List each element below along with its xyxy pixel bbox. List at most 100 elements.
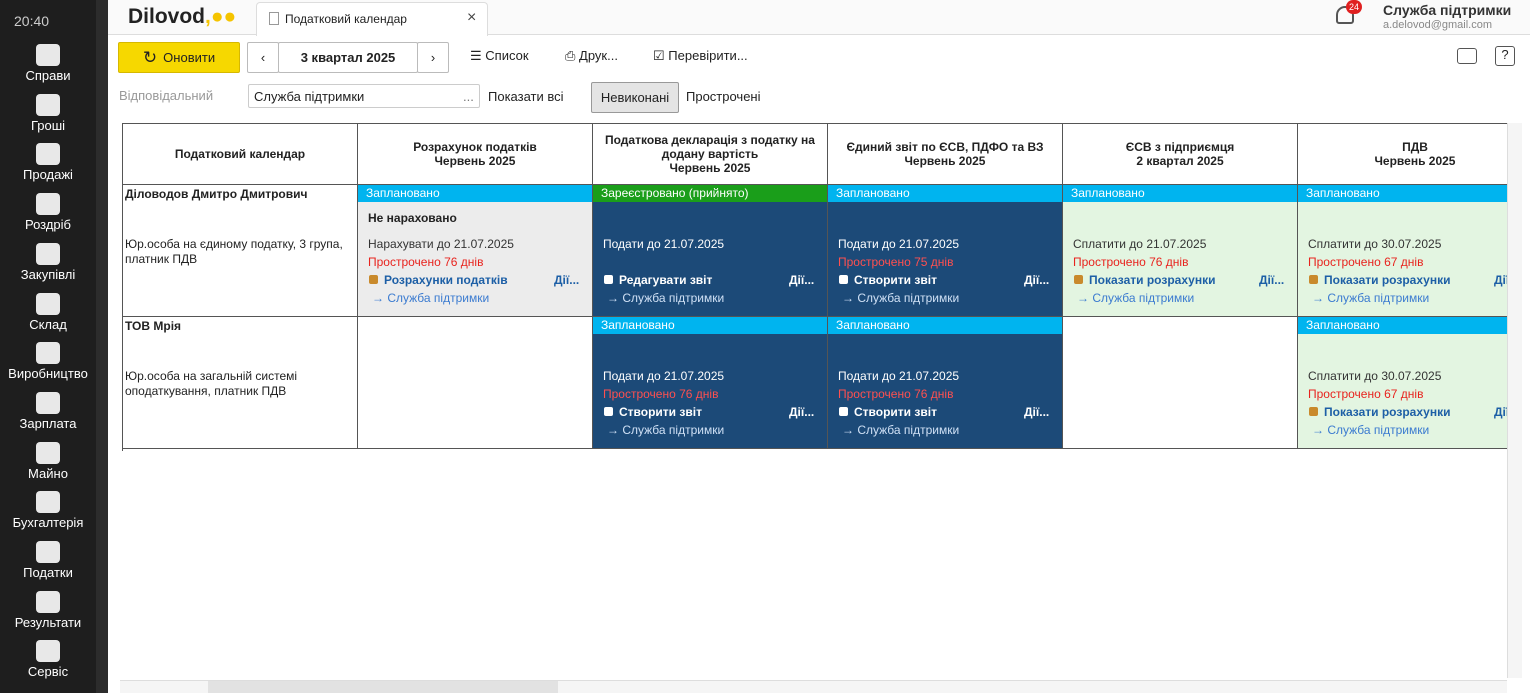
calendar-cell: Заплановано Подати до 21.07.2025 Простроче… bbox=[828, 185, 1063, 317]
status-bar: Заплановано bbox=[593, 317, 827, 334]
pending-button[interactable]: Невиконані bbox=[591, 82, 679, 113]
next-button[interactable]: › bbox=[417, 42, 449, 73]
corner-header: Податковий календар bbox=[123, 123, 358, 185]
calendar-cell: Заплановано Сплатити до 30.07.2025 Простро… bbox=[1298, 185, 1507, 317]
more-link[interactable]: Дії... bbox=[789, 273, 815, 287]
action-link[interactable]: Створити звіт bbox=[854, 405, 937, 419]
status-bar: Заплановано bbox=[828, 317, 1062, 334]
due-date: Сплатити до 30.07.2025 bbox=[1308, 369, 1442, 383]
calendar-cell: Заплановано Сплатити до 21.07.2025 Простро… bbox=[1063, 185, 1298, 317]
column-period: Червень 2025 bbox=[904, 154, 986, 168]
tab-title: Податковий календар bbox=[285, 12, 407, 26]
nav-icon bbox=[36, 342, 60, 365]
taxpayer-description: Юр.особа на єдиному податку, 3 група, пл… bbox=[125, 237, 343, 266]
nav-icon bbox=[36, 441, 60, 464]
logo[interactable]: Dilovod,●● bbox=[128, 5, 237, 28]
show-all-button[interactable]: Показати всі bbox=[488, 89, 564, 104]
due-date: Нарахувати до 21.07.2025 bbox=[368, 237, 514, 251]
more-link[interactable]: Дії... bbox=[1494, 273, 1507, 287]
action-link[interactable]: Показати розрахунки bbox=[1089, 273, 1216, 287]
action-link[interactable]: Створити звіт bbox=[619, 405, 702, 419]
nav-item[interactable]: Роздріб bbox=[0, 193, 96, 232]
overdue: Прострочено 76 днів bbox=[368, 255, 484, 269]
check-button[interactable]: ☑ Перевірити... bbox=[653, 48, 748, 63]
nav-item[interactable]: Склад bbox=[0, 292, 96, 332]
list-label: Список bbox=[485, 48, 529, 63]
nav-item[interactable]: Виробництво bbox=[0, 342, 96, 381]
v-scrollbar[interactable] bbox=[1507, 123, 1522, 678]
assignee[interactable]: → Служба підтримки bbox=[607, 423, 725, 437]
h-scrollbar[interactable] bbox=[120, 680, 1507, 693]
column-period: Червень 2025 bbox=[1374, 154, 1456, 168]
more-link[interactable]: Дії... bbox=[1259, 273, 1285, 287]
nav-icon bbox=[36, 491, 60, 514]
filter-picker[interactable]: ... bbox=[463, 89, 474, 104]
bell[interactable] bbox=[1336, 6, 1354, 24]
calendar-cell: Заплановано Сплатити до 30.07.2025 Простро… bbox=[1298, 317, 1507, 449]
nav-item[interactable]: Гроші bbox=[0, 93, 96, 133]
column-header: ЄСВ з підприємця 2 квартал 2025 bbox=[1063, 123, 1298, 185]
more-link[interactable]: Дії... bbox=[1024, 273, 1050, 287]
user-name[interactable]: Служба підтримки bbox=[1383, 2, 1512, 18]
nav-item[interactable]: Справи bbox=[0, 44, 96, 83]
filter-input[interactable]: Служба підтримки ... bbox=[248, 84, 480, 108]
assignee[interactable]: → Служба підтримки bbox=[1312, 423, 1430, 437]
nav-item[interactable]: Майно bbox=[0, 441, 96, 481]
period[interactable]: 3 квартал 2025 bbox=[278, 42, 418, 73]
nav-item[interactable]: Зарплата bbox=[0, 391, 96, 431]
action-link[interactable]: Створити звіт bbox=[854, 273, 937, 287]
chat-button[interactable] bbox=[1457, 48, 1477, 64]
assignee[interactable]: → Служба підтримки bbox=[372, 291, 490, 305]
column-title: Податкова декларація з податку на додану… bbox=[605, 133, 815, 161]
calendar-cell bbox=[1063, 317, 1298, 449]
assignee[interactable]: → Служба підтримки bbox=[607, 291, 725, 305]
overdue-button[interactable]: Прострочені bbox=[686, 89, 761, 104]
badge: 24 bbox=[1346, 0, 1362, 14]
filter-label: Відповідальний bbox=[119, 88, 214, 103]
refresh-button[interactable]: ↻ Оновити bbox=[118, 42, 240, 73]
nav-label: Гроші bbox=[30, 117, 66, 133]
action-link[interactable]: Розрахунки податків bbox=[384, 273, 508, 287]
nav-item[interactable]: Бухгалтерія bbox=[0, 491, 96, 530]
calendar-cell: Зареєстровано (прийнято) Подати до 21.07.… bbox=[593, 185, 828, 317]
action-link[interactable]: Редагувати звіт bbox=[619, 273, 713, 287]
nav-item[interactable]: Результати bbox=[0, 590, 96, 630]
more-link[interactable]: Дії... bbox=[554, 273, 580, 287]
due-date: Подати до 21.07.2025 bbox=[603, 369, 725, 383]
tab-icon bbox=[269, 12, 279, 25]
assignee[interactable]: → Служба підтримки bbox=[1077, 291, 1195, 305]
row-header: Діловодов Дмитро Дмитрович Юр.особа на єд… bbox=[123, 185, 358, 317]
more-link[interactable]: Дії... bbox=[789, 405, 815, 419]
tab-close[interactable]: × bbox=[467, 9, 477, 26]
assignee[interactable]: → Служба підтримки bbox=[842, 291, 960, 305]
more-link[interactable]: Дії... bbox=[1494, 405, 1507, 419]
tab[interactable]: Податковий календар × bbox=[256, 2, 488, 36]
nav-icon bbox=[36, 292, 60, 315]
action-link[interactable]: Показати розрахунки bbox=[1324, 273, 1451, 287]
nav-item[interactable]: Податки bbox=[0, 541, 96, 580]
scrollbar bbox=[96, 0, 108, 693]
nav-item[interactable]: Продажі bbox=[0, 143, 96, 182]
more-link[interactable]: Дії... bbox=[1024, 405, 1050, 419]
print-label: Друк... bbox=[579, 48, 618, 63]
prev-button[interactable]: ‹ bbox=[247, 42, 279, 73]
nav-item[interactable]: Закупівлі bbox=[0, 242, 96, 282]
list-button[interactable]: ☰ Список bbox=[470, 48, 529, 63]
action-link[interactable]: Показати розрахунки bbox=[1324, 405, 1451, 419]
column-title: Розрахунок податків bbox=[413, 140, 537, 154]
action-icon bbox=[604, 407, 613, 416]
nav-icon bbox=[36, 143, 60, 166]
assignee[interactable]: → Служба підтримки bbox=[842, 423, 960, 437]
calendar-cell bbox=[358, 317, 593, 449]
help-button[interactable]: ? bbox=[1495, 46, 1515, 66]
nav-item[interactable]: Сервіс bbox=[0, 640, 96, 679]
nav-icon bbox=[36, 391, 60, 414]
print-button[interactable]: ⎙ Друк... bbox=[565, 48, 618, 63]
nav-icon bbox=[36, 242, 60, 265]
taxpayer-description: Юр.особа на загальній системі оподаткува… bbox=[125, 369, 298, 398]
assignee[interactable]: → Служба підтримки bbox=[1312, 291, 1430, 305]
status-bar: Заплановано bbox=[828, 185, 1062, 202]
overdue: Прострочено 76 днів bbox=[603, 387, 719, 401]
nav-icon bbox=[36, 193, 60, 216]
